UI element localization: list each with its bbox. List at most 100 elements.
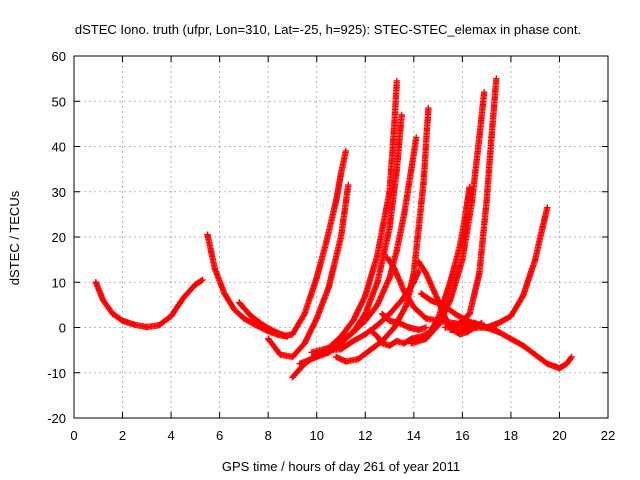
series-18: [459, 317, 575, 372]
data-point: [434, 322, 442, 329]
data-point: [447, 326, 454, 333]
data-point: [260, 322, 267, 329]
series-15: [410, 89, 488, 345]
data-point: [289, 374, 296, 381]
data-point: [422, 315, 430, 322]
data-point: [391, 324, 398, 331]
data-point: [362, 317, 369, 324]
data-point: [400, 340, 408, 347]
x-tick-label: 4: [167, 428, 174, 443]
plot-frame: [73, 55, 609, 419]
data-point: [422, 270, 430, 277]
y-axis-label: dSTEC / TECUs: [7, 190, 22, 285]
data-point: [398, 111, 405, 119]
x-tick-label: 0: [70, 428, 77, 443]
data-point: [155, 322, 163, 329]
data-point: [349, 337, 357, 345]
series-16: [442, 75, 500, 331]
data-point: [466, 184, 473, 191]
data-point: [369, 328, 376, 336]
data-point: [495, 328, 502, 336]
data-point: [99, 297, 107, 304]
data-point: [192, 281, 199, 288]
data-point: [410, 303, 418, 311]
series-2: [235, 147, 350, 339]
y-tick-label: 20: [52, 230, 66, 245]
data-point: [167, 312, 175, 320]
data-point: [393, 337, 401, 345]
y-tick-label: 50: [52, 94, 66, 109]
data-point: [131, 321, 138, 328]
series-0: [92, 276, 206, 331]
data-point: [374, 333, 381, 340]
x-tick-label: 10: [309, 428, 323, 443]
data-point: [143, 323, 151, 331]
data-point: [415, 258, 422, 266]
data-point: [563, 360, 570, 367]
data-point: [425, 104, 432, 112]
x-tick-label: 16: [455, 428, 469, 443]
data-point: [531, 351, 539, 358]
data-point: [471, 319, 478, 327]
series-3: [264, 181, 352, 361]
data-point: [252, 322, 260, 329]
y-tick-label: -20: [47, 411, 66, 426]
data-point: [393, 165, 401, 173]
data-point: [281, 332, 289, 339]
data-point: [379, 310, 386, 318]
data-point: [362, 310, 369, 318]
data-point: [366, 346, 374, 354]
data-point: [296, 360, 303, 367]
data-point: [342, 358, 350, 365]
data-point: [313, 353, 320, 361]
series-line-0: [92, 277, 205, 331]
x-tick-label: 6: [216, 428, 223, 443]
data-point: [337, 346, 345, 353]
data-point: [447, 297, 454, 304]
data-point: [544, 360, 551, 367]
data-point: [109, 310, 117, 318]
data-point: [495, 319, 502, 327]
data-point: [231, 306, 238, 313]
data-point: [400, 211, 408, 218]
data-point: [337, 233, 345, 241]
data-point: [393, 247, 401, 254]
x-tick-labels: 0 2 4 6 8 10 12 14 16 18 20 22: [70, 428, 615, 443]
series-line-2: [235, 149, 349, 339]
data-point: [221, 290, 228, 297]
chart-title: dSTEC Iono. truth (ufpr, Lon=310, Lat=-2…: [75, 22, 581, 37]
data-point: [539, 224, 546, 232]
series-line-18: [459, 317, 574, 372]
data-point: [417, 290, 425, 297]
data-point: [459, 326, 466, 333]
data-point: [354, 355, 362, 363]
data-point: [391, 265, 398, 272]
data-point: [410, 337, 418, 345]
data-point: [92, 279, 100, 286]
data-point: [337, 337, 345, 345]
data-point: [442, 324, 449, 331]
data-point: [379, 340, 386, 347]
data-point: [531, 256, 539, 263]
data-point: [289, 353, 296, 361]
data-point: [180, 294, 187, 302]
data-point: [413, 134, 420, 141]
data-point: [400, 288, 408, 295]
data-point: [325, 346, 333, 354]
data-point: [386, 342, 393, 349]
y-tick-label: 10: [52, 275, 66, 290]
data-point: [459, 317, 466, 324]
data-point: [337, 170, 345, 177]
data-point: [247, 312, 255, 320]
series-10: [379, 310, 430, 333]
data-point: [332, 197, 340, 204]
series-line-1: [204, 231, 290, 340]
data-point: [476, 270, 483, 277]
data-point: [408, 165, 415, 173]
data-point: [211, 265, 218, 272]
data-point: [199, 276, 206, 284]
data-point: [556, 365, 563, 372]
data-point: [345, 181, 352, 189]
data-point: [349, 328, 357, 336]
data-point: [349, 317, 357, 324]
